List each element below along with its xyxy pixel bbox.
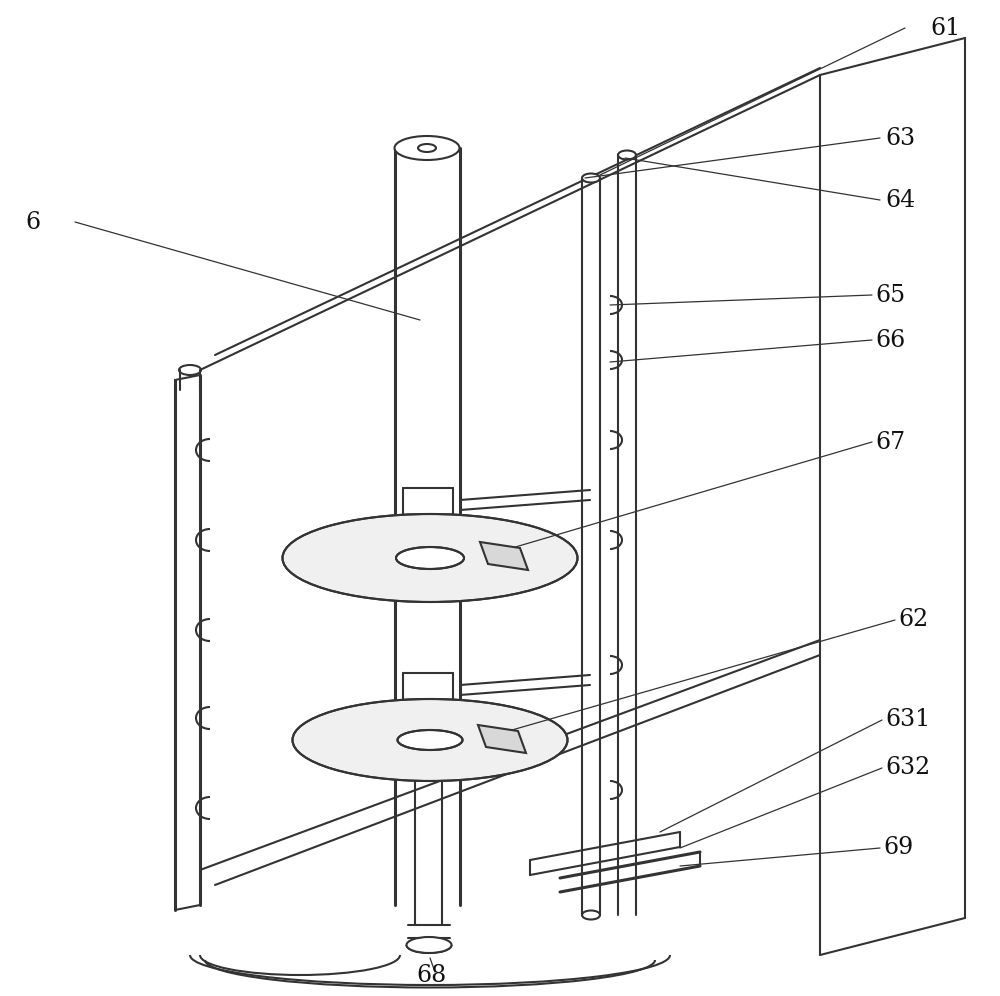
Ellipse shape (618, 150, 636, 159)
Polygon shape (478, 725, 526, 753)
Text: 6: 6 (25, 210, 40, 233)
Text: 61: 61 (930, 17, 960, 40)
Ellipse shape (292, 699, 568, 781)
Ellipse shape (418, 144, 436, 152)
Text: 68: 68 (417, 963, 447, 986)
Ellipse shape (179, 365, 201, 375)
Text: 631: 631 (885, 708, 930, 731)
Ellipse shape (396, 547, 464, 569)
Text: 66: 66 (875, 329, 905, 352)
Text: 64: 64 (885, 188, 915, 211)
Text: 67: 67 (875, 430, 905, 453)
Text: 63: 63 (885, 126, 915, 149)
Ellipse shape (398, 730, 462, 750)
Ellipse shape (283, 514, 578, 602)
Ellipse shape (406, 937, 452, 953)
Polygon shape (480, 542, 528, 570)
Ellipse shape (582, 173, 600, 182)
Text: 62: 62 (898, 609, 928, 631)
Text: 65: 65 (875, 284, 905, 307)
Text: 632: 632 (885, 757, 930, 780)
Text: 69: 69 (883, 837, 913, 860)
Ellipse shape (394, 136, 460, 160)
